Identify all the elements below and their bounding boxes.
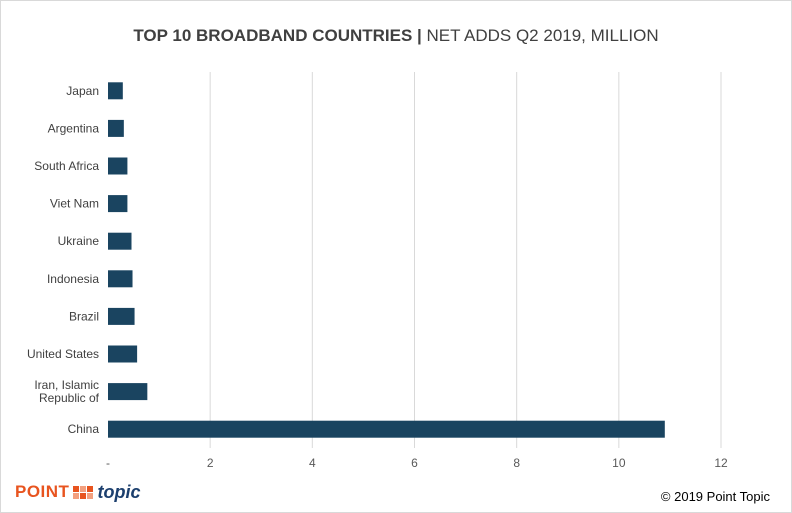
category-label: Indonesia (47, 272, 99, 286)
x-tick-label: 6 (411, 456, 418, 470)
point-topic-logo: POINT topic (15, 482, 140, 502)
x-tick-label: 8 (513, 456, 520, 470)
x-tick-label: 10 (612, 456, 626, 470)
bar (108, 119, 124, 137)
category-label: United States (27, 347, 99, 361)
bar (108, 232, 132, 250)
logo-topic-text: topic (97, 481, 141, 502)
copyright-text: © 2019 Point Topic (660, 489, 770, 504)
category-label: Viet Nam (50, 197, 99, 211)
bar (108, 345, 138, 363)
logo-point-text: POINT (15, 482, 70, 501)
x-tick-label: 2 (207, 456, 214, 470)
x-tick-label: 4 (309, 456, 316, 470)
bar (108, 195, 128, 213)
category-label: Iran, Islamic (34, 378, 99, 392)
category-label: Ukraine (58, 234, 100, 248)
bar (108, 383, 148, 401)
bar (108, 307, 135, 325)
bar (108, 157, 128, 175)
bar (108, 420, 665, 438)
category-label: China (68, 422, 100, 436)
category-label: Brazil (69, 309, 99, 323)
x-tick-label: - (106, 456, 110, 470)
category-label: South Africa (34, 159, 99, 173)
x-tick-label: 12 (714, 456, 728, 470)
bar (108, 270, 133, 288)
category-label: Argentina (48, 121, 100, 135)
bar (108, 82, 123, 100)
logo-squares-icon (73, 485, 94, 499)
title-main: TOP 10 BROADBAND COUNTRIES | (133, 26, 422, 45)
category-label: Japan (66, 84, 99, 98)
chart-title: TOP 10 BROADBAND COUNTRIES | NET ADDS Q2… (0, 26, 792, 46)
title-sub: NET ADDS Q2 2019, MILLION (426, 26, 659, 45)
category-label: Republic of (39, 391, 100, 405)
